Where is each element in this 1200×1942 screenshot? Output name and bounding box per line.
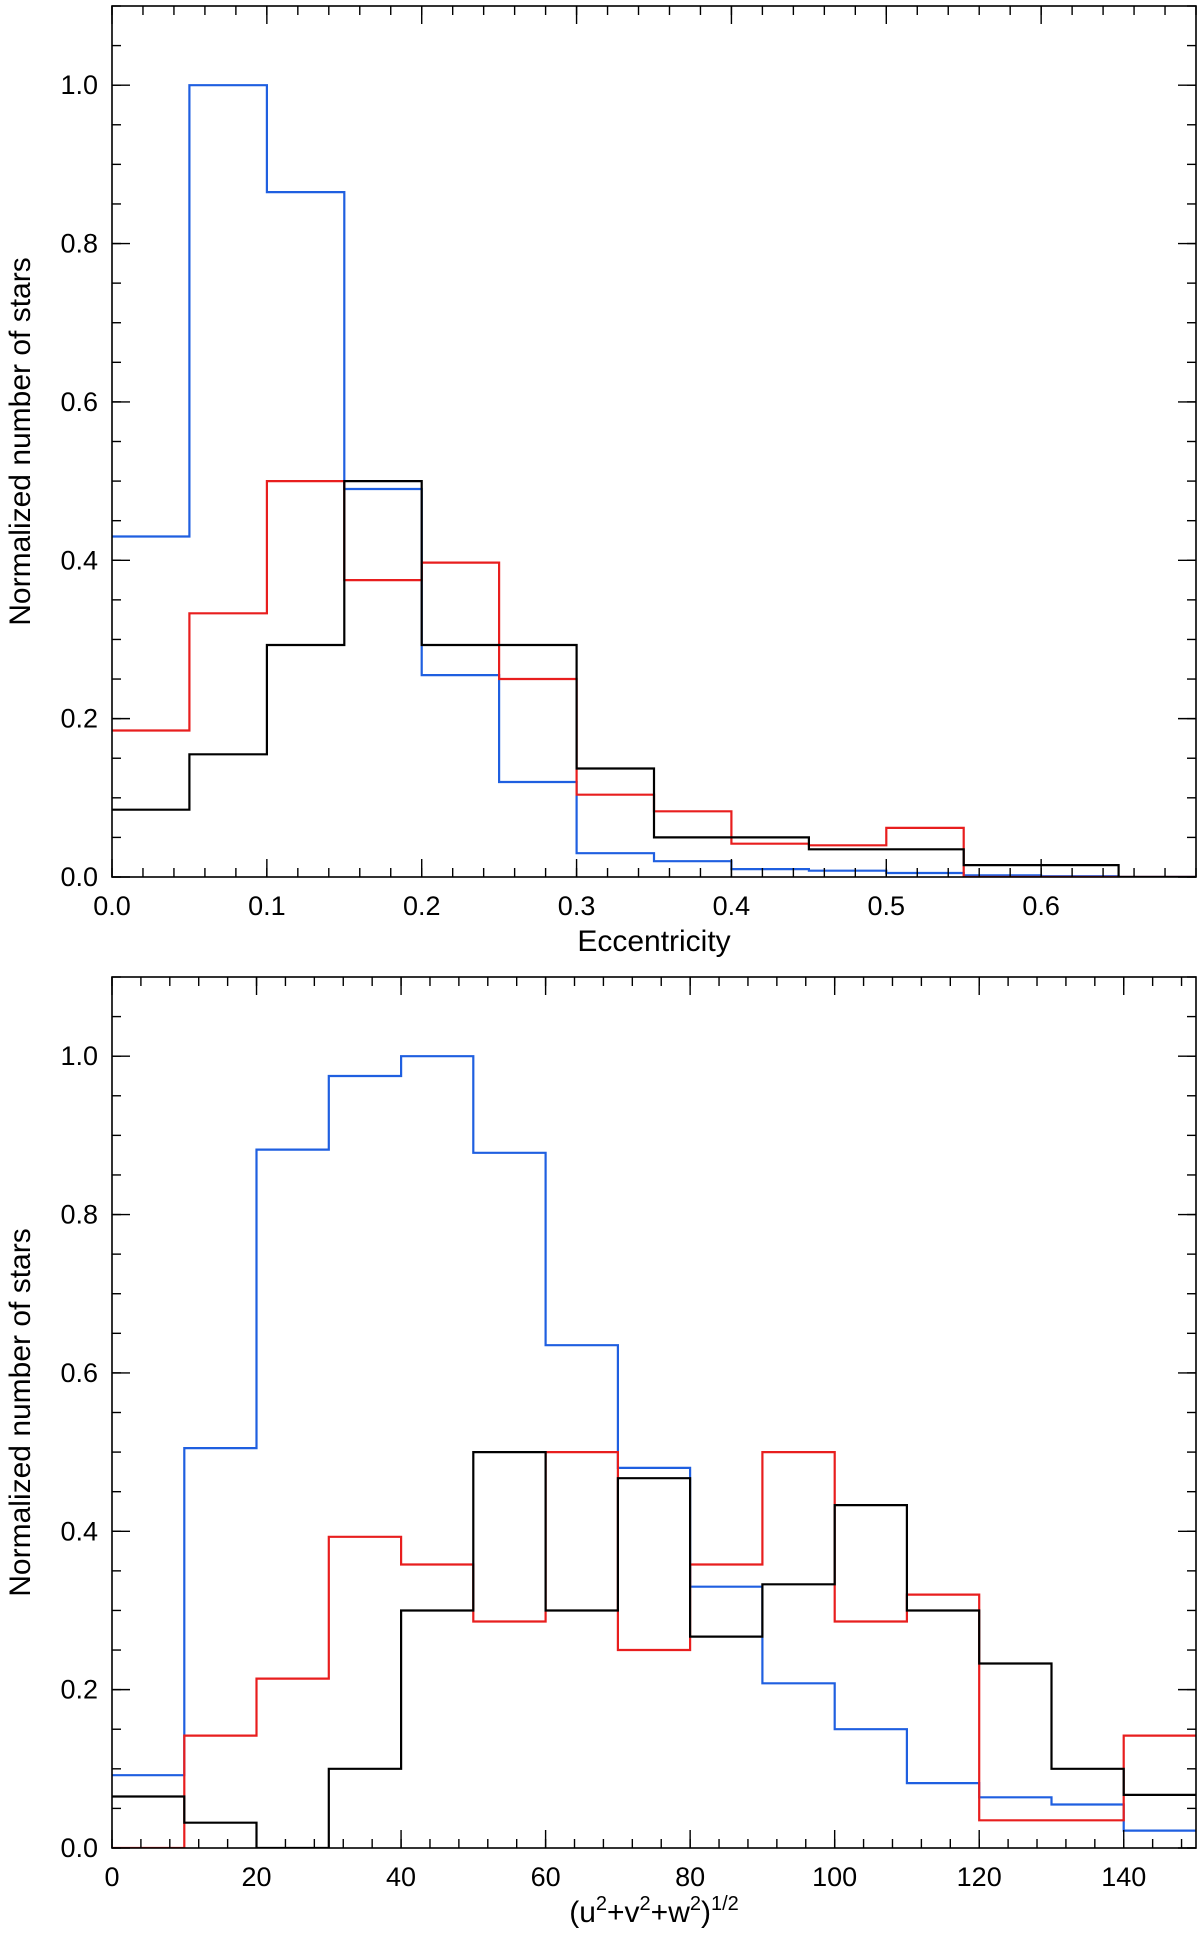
y-tick-label: 0.6 [60, 387, 98, 417]
y-tick-label: 0.2 [60, 1675, 98, 1705]
y-axis-label: Normalized number of stars [4, 1228, 37, 1596]
y-tick-label: 0.4 [60, 545, 98, 575]
y-tick-label: 0.0 [60, 862, 98, 892]
y-tick-label: 0.6 [60, 1358, 98, 1388]
x-tick-label: 60 [531, 1862, 561, 1892]
y-tick-label: 0.0 [60, 1833, 98, 1863]
series-blue-line [112, 1055, 1196, 1832]
plot-frame [111, 5, 1197, 878]
velocity-histogram-panel: 0 20 40 60 80 100 120 140 0.0 0.2 0.4 0.6 0.8 1.0 Norm… [4, 976, 1197, 1929]
series-red-line [112, 480, 1196, 877]
series-black-line [112, 1451, 1196, 1848]
series-red-line [112, 1451, 1196, 1848]
x-tick-label: 0.2 [403, 891, 441, 921]
x-tick-label: 100 [812, 1862, 857, 1892]
x-tick-label: 120 [957, 1862, 1002, 1892]
y-tick-label: 0.8 [60, 229, 98, 259]
y-axis-label: Normalized number of stars [4, 257, 37, 625]
x-tick-label: 0.3 [558, 891, 596, 921]
x-tick-label: 0.6 [1022, 891, 1060, 921]
x-tick-label: 0.5 [868, 891, 906, 921]
x-tick-label: 0 [104, 1862, 119, 1892]
x-tick-label: 40 [386, 1862, 416, 1892]
series-black-line [112, 480, 1196, 877]
x-tick-label: 20 [242, 1862, 272, 1892]
x-axis-label: (u2+v2+w2)1/2 [569, 1893, 739, 1929]
plot-frame [111, 976, 1197, 1849]
y-tick-label: 0.4 [60, 1516, 98, 1546]
series-blue-line [112, 84, 1196, 877]
x-tick-label: 0.1 [248, 891, 286, 921]
y-tick-label: 1.0 [60, 70, 98, 100]
x-tick-label: 0.4 [713, 891, 751, 921]
x-tick-label: 140 [1101, 1862, 1146, 1892]
y-tick-label: 0.8 [60, 1200, 98, 1230]
x-tick-label: 0.0 [93, 891, 131, 921]
x-axis-label: Eccentricity [577, 925, 730, 958]
y-tick-label: 1.0 [60, 1041, 98, 1071]
eccentricity-histogram-panel: 0.0 0.1 0.2 0.3 0.4 0.5 0.6 0.0 0.2 0.4 0.6 0.8 1.0 N… [4, 5, 1197, 958]
x-tick-label: 80 [675, 1862, 705, 1892]
y-tick-label: 0.2 [60, 704, 98, 734]
